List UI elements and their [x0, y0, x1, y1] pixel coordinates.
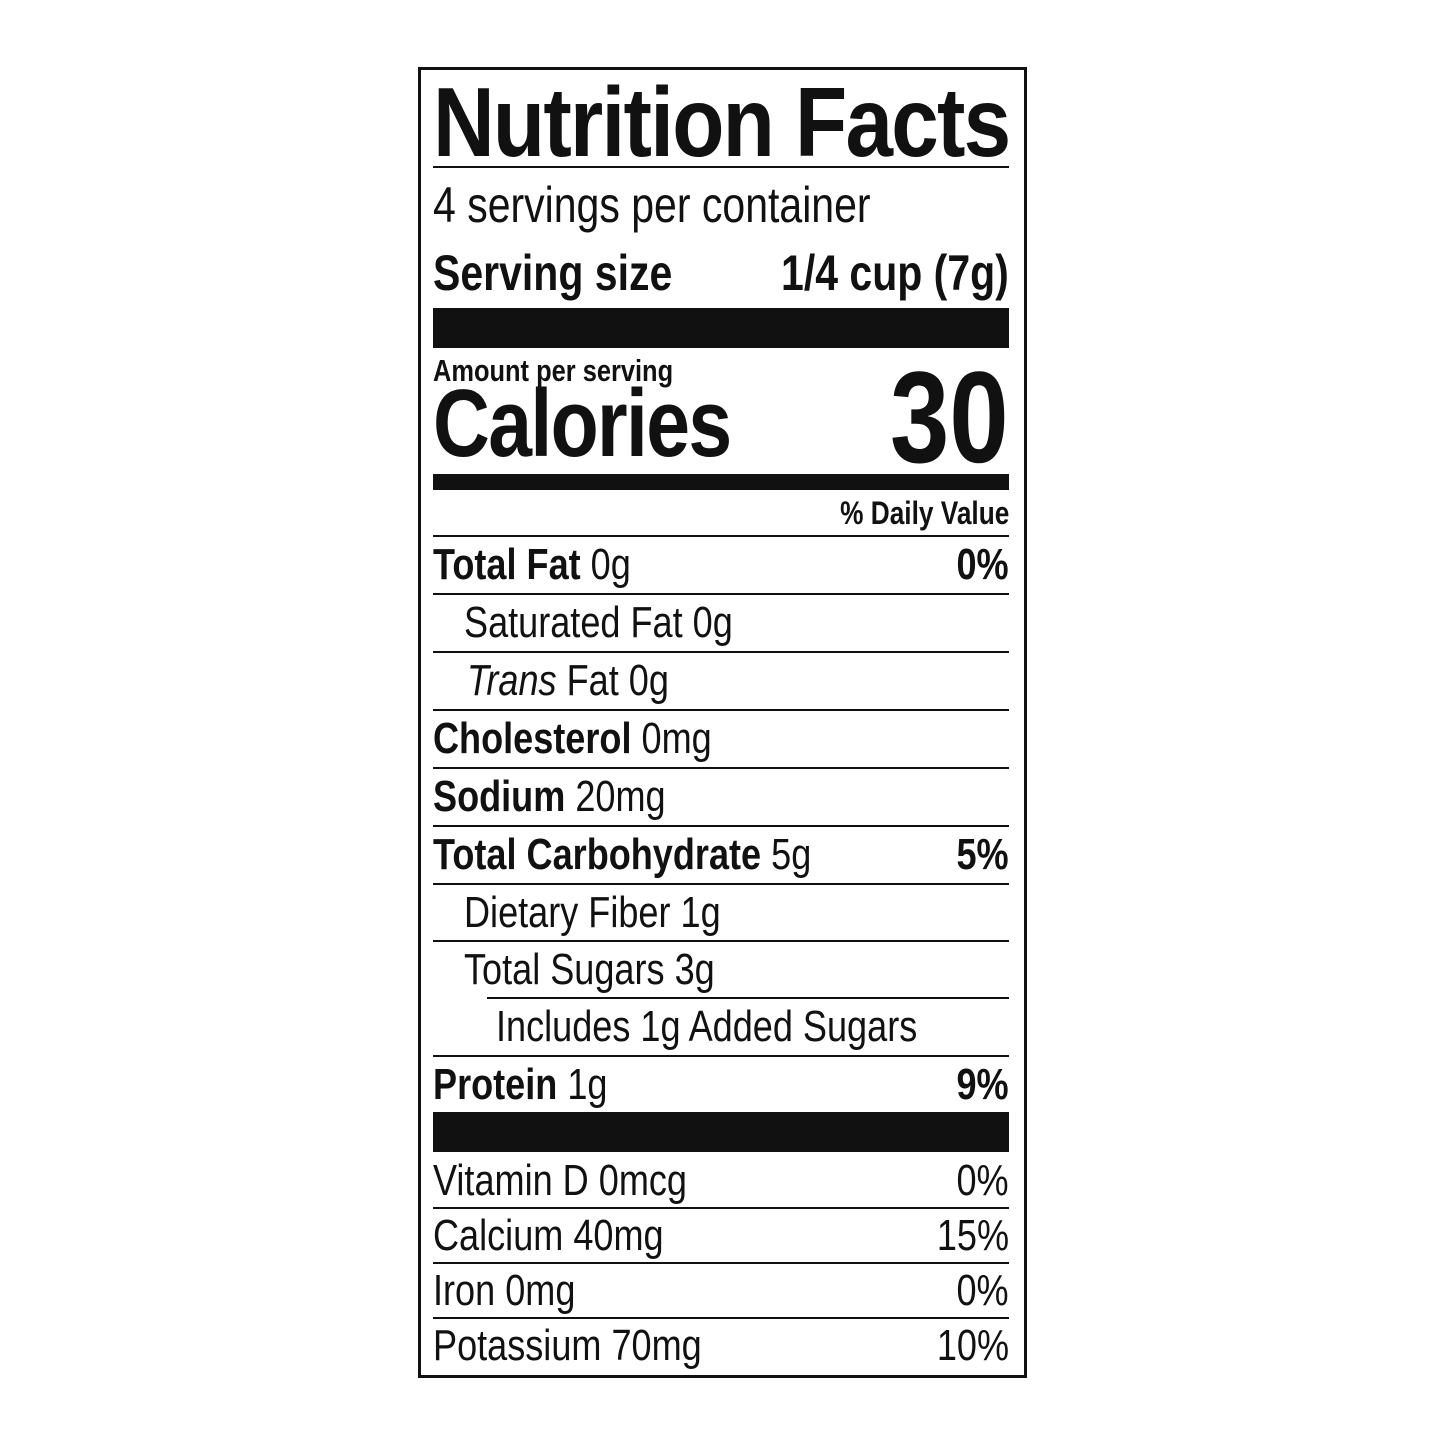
vitamin-row: Iron 0mg 0%	[433, 1264, 1009, 1319]
vitamin-row: Vitamin D 0mcg 0%	[433, 1154, 1009, 1209]
vitamin-amount: 0mg	[505, 1265, 576, 1315]
nutrient-row: Trans Fat 0g	[433, 653, 1009, 711]
calories-value: 30	[890, 344, 1009, 490]
vitamin-name: Vitamin D	[433, 1155, 589, 1205]
nutrient-name: Protein	[433, 1059, 558, 1109]
calories-row: Calories 30	[433, 352, 1009, 482]
serving-size: 1/4 cup (7g)	[781, 245, 1009, 301]
nutrient-amount: 1g	[680, 887, 721, 937]
nutrient-row: Dietary Fiber 1g	[433, 885, 1009, 942]
serving-size-label: Serving size	[433, 245, 673, 301]
vitamin-name: Iron	[433, 1265, 496, 1315]
nutrient-amount: 5g	[771, 830, 812, 879]
vitamin-dv: 0%	[956, 1265, 1009, 1315]
vitamin-row: Calcium 40mg 15%	[433, 1209, 1009, 1264]
nutrient-row: Protein 1g 9%	[433, 1057, 1009, 1112]
nutrient-dv: 9%	[956, 1059, 1009, 1109]
calories-label: Calories	[433, 370, 732, 477]
divider	[487, 997, 1009, 999]
nutrient-row: Includes 1g Added Sugars	[433, 999, 1009, 1057]
amount-per-serving: Amount per serving	[433, 353, 674, 388]
nutrient-row: Total Sugars 3g	[433, 942, 1009, 998]
nutrient-name: Sodium	[433, 772, 566, 821]
amount-row: Amount per serving	[433, 352, 1009, 390]
nutrient-row: Cholesterol 0mg	[433, 711, 1009, 769]
nutrient-name: Total Sugars	[464, 945, 665, 994]
nutrient-name: Saturated Fat	[464, 598, 683, 647]
vitamin-dv: 10%	[936, 1321, 1009, 1370]
nutrient-name: Includes 1g Added Sugars	[496, 1002, 918, 1051]
vitamin-dv: 0%	[956, 1155, 1009, 1205]
nutrient-amount: 0g	[628, 656, 669, 705]
title: Nutrition Facts	[433, 66, 1011, 177]
nutrient-amount: 1g	[567, 1059, 608, 1109]
vitamin-row: Potassium 70mg 10%	[433, 1319, 1009, 1373]
medium-bar	[433, 474, 1009, 490]
thick-bar	[433, 1112, 1009, 1152]
nutrient-row: Total Fat 0g 0%	[433, 537, 1009, 595]
vitamin-amount: 40mg	[573, 1210, 664, 1260]
nutrient-name: Fat	[566, 656, 619, 705]
title-row: Nutrition Facts	[433, 67, 1011, 177]
nutrient-name-italic: Trans	[467, 656, 557, 705]
label-border	[418, 67, 1027, 1378]
nutrient-amount: 0g	[590, 540, 631, 589]
vitamin-dv: 15%	[936, 1210, 1009, 1260]
nutrient-name: Cholesterol	[433, 714, 632, 763]
nutrient-dv: 0%	[956, 540, 1009, 589]
nutrient-name: Total Fat	[433, 540, 581, 589]
nutrient-amount: 0mg	[641, 714, 712, 763]
vitamin-name: Potassium	[433, 1321, 602, 1370]
servings: 4 servings per container	[433, 177, 871, 233]
vitamin-name: Calcium	[433, 1210, 564, 1260]
thick-bar	[433, 308, 1009, 348]
nutrient-row: Saturated Fat 0g	[433, 595, 1009, 653]
nutrient-dv: 5%	[956, 830, 1009, 879]
nutrient-row: Sodium 20mg	[433, 769, 1009, 827]
vitamin-amount: 0mcg	[598, 1155, 687, 1205]
nutrient-amount: 0g	[692, 598, 733, 647]
vitamin-amount: 70mg	[611, 1321, 702, 1370]
servings-row: 4 servings per container	[433, 172, 1009, 238]
nutrient-name: Total Carbohydrate	[433, 830, 762, 879]
nutrient-amount: 20mg	[575, 772, 666, 821]
nutrient-name: Dietary Fiber	[464, 887, 671, 937]
dv-header: % Daily Value	[839, 495, 1009, 531]
dv-header-row: % Daily Value	[433, 492, 1009, 537]
serving-size-row: Serving size 1/4 cup (7g)	[433, 240, 1009, 306]
nutrient-row: Total Carbohydrate 5g 5%	[433, 827, 1009, 885]
nutrient-amount: 3g	[674, 945, 715, 994]
